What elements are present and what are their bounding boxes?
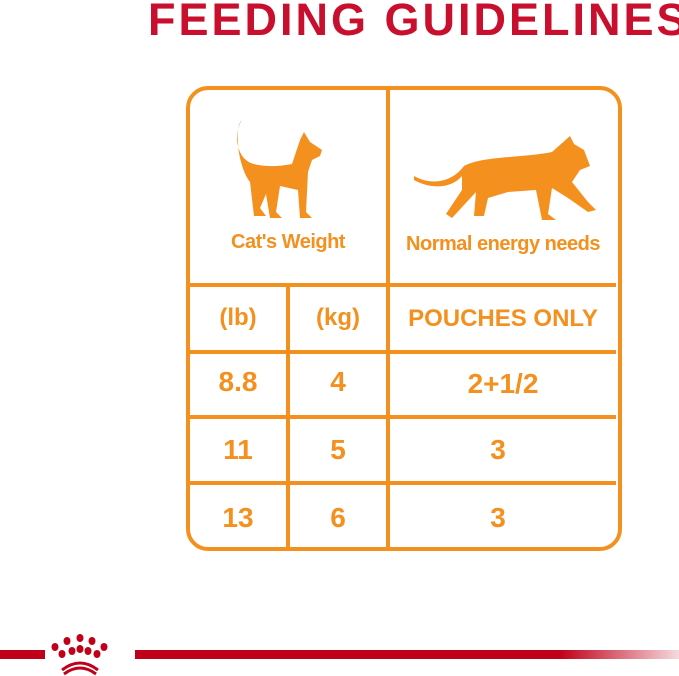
header-energy-needs: Normal energy needs (406, 233, 600, 255)
row-2-pouches: 3 (490, 434, 506, 465)
column-lb: (lb) (219, 304, 257, 331)
divider (188, 481, 616, 485)
row-3-kg: 6 (330, 502, 346, 533)
brand-line-right (135, 650, 679, 659)
row-2-kg: 5 (330, 434, 346, 465)
row-2-lb: 11 (223, 434, 253, 465)
row-1-pouches: 2+1/2 (467, 368, 539, 399)
sitting-cat-icon (237, 120, 322, 218)
row-1-lb: 8.8 (218, 366, 258, 397)
header-cats-weight: Cat's Weight (231, 231, 345, 253)
column-kg: (kg) (316, 304, 360, 331)
column-pouches: POUCHES ONLY (408, 305, 598, 332)
divider (286, 285, 290, 547)
walking-cat-icon (414, 136, 596, 220)
divider (188, 350, 616, 354)
row-3-pouches: 3 (490, 502, 506, 533)
row-3-lb: 13 (222, 502, 254, 533)
divider (386, 88, 390, 547)
divider (188, 415, 616, 419)
page-title: FEEDING GUIDELINES (148, 0, 679, 45)
feeding-table (186, 86, 622, 551)
brand-line-left (0, 650, 45, 659)
royal-canin-crown-logo (51, 634, 108, 676)
row-1-kg: 4 (330, 366, 346, 397)
divider (188, 283, 616, 287)
